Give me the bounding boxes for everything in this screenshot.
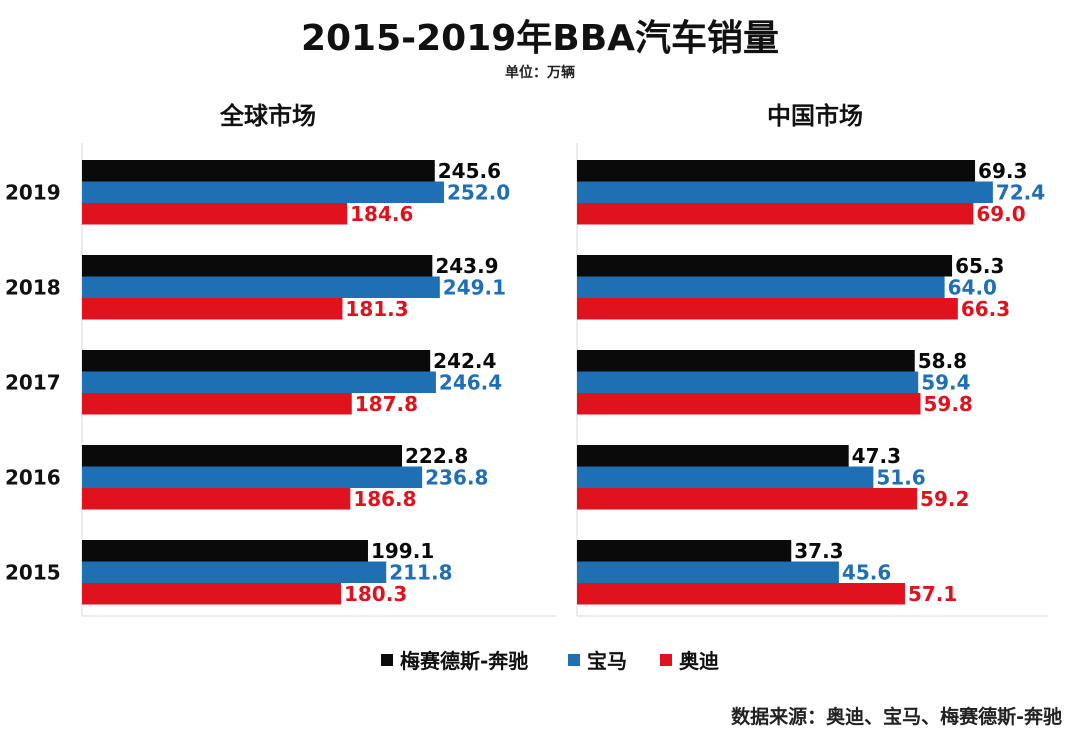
- bar-global-2015-s0: [82, 540, 368, 562]
- data-label-global-2015-s1: 211.8: [389, 560, 452, 584]
- legend-label-s1: 宝马: [587, 649, 627, 673]
- bar-global-2018-s2: [82, 298, 343, 320]
- legend-label-s0: 梅赛德斯-奔驰: [400, 649, 528, 673]
- bar-china-2015-s1: [577, 561, 839, 583]
- data-label-global-2015-s2: 180.3: [344, 582, 407, 606]
- panel-title-china: 中国市场: [767, 102, 863, 130]
- bar-china-2017-s0: [577, 350, 915, 372]
- bar-china-2019-s0: [577, 160, 976, 182]
- bar-global-2016-s2: [82, 488, 351, 510]
- data-label-global-2017-s0: 242.4: [433, 349, 496, 373]
- year-label-2019: 2019: [5, 180, 61, 204]
- data-label-china-2017-s0: 58.8: [918, 349, 967, 373]
- data-label-global-2016-s1: 236.8: [425, 465, 488, 489]
- bar-china-2019-s2: [577, 203, 974, 225]
- chart-subtitle: 单位：万辆: [505, 64, 575, 81]
- bar-china-2016-s2: [577, 488, 918, 510]
- bar-global-2017-s2: [82, 393, 352, 415]
- data-label-global-2019-s0: 245.6: [438, 159, 501, 183]
- data-label-global-2018-s1: 249.1: [443, 275, 506, 299]
- data-label-china-2018-s0: 65.3: [955, 254, 1004, 278]
- panel-title-global: 全球市场: [219, 102, 316, 130]
- bar-global-2019-s0: [82, 160, 435, 182]
- year-label-2017: 2017: [5, 370, 61, 394]
- data-label-china-2016-s0: 47.3: [852, 444, 901, 468]
- data-label-china-2016-s2: 59.2: [920, 487, 969, 511]
- bar-global-2015-s2: [82, 583, 341, 605]
- legend-label-s2: 奥迪: [679, 649, 719, 673]
- year-label-2018: 2018: [5, 275, 61, 299]
- bar-china-2018-s0: [577, 255, 953, 277]
- legend-swatch-s2: [660, 654, 672, 666]
- chart-title: 2015-2019年BBA汽车销量: [301, 18, 779, 59]
- bar-global-2019-s2: [82, 203, 348, 225]
- bar-global-2016-s0: [82, 445, 403, 467]
- legend: 梅赛德斯-奔驰 宝马 奥迪: [381, 649, 719, 673]
- data-label-global-2017-s1: 246.4: [439, 370, 502, 394]
- data-label-china-2018-s1: 64.0: [948, 275, 997, 299]
- bar-china-2015-s0: [577, 540, 792, 562]
- bar-global-2018-s0: [82, 255, 433, 277]
- bar-global-2015-s1: [82, 561, 387, 583]
- bar-global-2018-s1: [82, 276, 440, 298]
- bar-china-2018-s2: [577, 298, 958, 320]
- bar-global-2016-s1: [82, 466, 423, 488]
- data-label-china-2018-s2: 66.3: [961, 297, 1010, 321]
- bar-china-2017-s1: [577, 371, 919, 393]
- bar-global-2019-s1: [82, 181, 444, 203]
- data-label-china-2016-s1: 51.6: [876, 465, 925, 489]
- bar-china-2018-s1: [577, 276, 945, 298]
- data-label-china-2017-s2: 59.8: [923, 392, 972, 416]
- data-label-global-2016-s0: 222.8: [405, 444, 468, 468]
- data-label-global-2016-s2: 186.8: [353, 487, 416, 511]
- data-label-global-2018-s2: 181.3: [345, 297, 408, 321]
- data-label-china-2015-s1: 45.6: [842, 560, 891, 584]
- bar-china-2016-s1: [577, 466, 874, 488]
- bar-china-2015-s2: [577, 583, 905, 605]
- year-label-2015: 2015: [5, 560, 61, 584]
- data-label-china-2019-s1: 72.4: [996, 180, 1045, 204]
- bar-global-2017-s0: [82, 350, 431, 372]
- data-label-global-2019-s1: 252.0: [447, 180, 510, 204]
- data-label-global-2019-s2: 184.6: [350, 202, 413, 226]
- bar-global-2017-s1: [82, 371, 436, 393]
- data-label-china-2015-s0: 37.3: [794, 539, 843, 563]
- source-note: 数据来源：奥迪、宝马、梅赛德斯-奔驰: [731, 705, 1062, 728]
- data-label-global-2017-s2: 187.8: [355, 392, 418, 416]
- legend-swatch-s0: [381, 654, 393, 666]
- data-label-global-2018-s0: 243.9: [435, 254, 498, 278]
- bar-china-2016-s0: [577, 445, 849, 467]
- bar-china-2019-s1: [577, 181, 993, 203]
- bar-china-2017-s2: [577, 393, 921, 415]
- year-label-2016: 2016: [5, 465, 61, 489]
- data-label-china-2015-s2: 57.1: [908, 582, 957, 606]
- data-label-china-2017-s1: 59.4: [921, 370, 970, 394]
- data-label-china-2019-s2: 69.0: [976, 202, 1025, 226]
- data-label-china-2019-s0: 69.3: [978, 159, 1027, 183]
- legend-swatch-s1: [568, 654, 580, 666]
- data-label-global-2015-s0: 199.1: [371, 539, 434, 563]
